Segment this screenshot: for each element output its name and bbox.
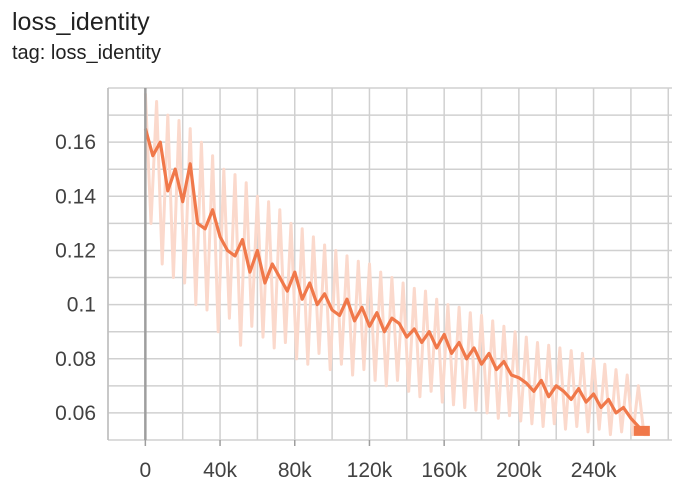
smoothed-series-line: [143, 128, 647, 434]
x-tick-label: 200k: [496, 459, 542, 482]
series-raw: [143, 93, 650, 437]
tick-labels: 0.06 0.08 0.1 0.12 0.14 0.16 0 40k 80k 120k 160k 20…: [55, 131, 617, 482]
x-tick-label: 80k: [278, 459, 312, 482]
raw-series-line: [143, 93, 650, 437]
x-tick-label: 0: [140, 459, 152, 482]
y-tick-label: 0.1: [67, 294, 96, 317]
y-tick-label: 0.08: [55, 348, 96, 371]
chart-title: loss_identity: [12, 8, 150, 36]
chart-tag: tag: loss_identity: [12, 42, 161, 64]
series-smoothed: [143, 128, 650, 436]
x-tick-label: 120k: [347, 459, 393, 482]
y-tick-label: 0.14: [55, 185, 96, 208]
x-tick-label: 240k: [571, 459, 617, 482]
y-tick-label: 0.06: [55, 402, 96, 425]
y-tick-label: 0.12: [55, 239, 96, 262]
grid: [107, 87, 672, 441]
series-end-marker: [633, 425, 650, 436]
axes: [107, 88, 595, 446]
y-tick-label: 0.16: [55, 131, 96, 154]
x-tick-label: 40k: [203, 459, 237, 482]
x-tick-label: 160k: [421, 459, 467, 482]
